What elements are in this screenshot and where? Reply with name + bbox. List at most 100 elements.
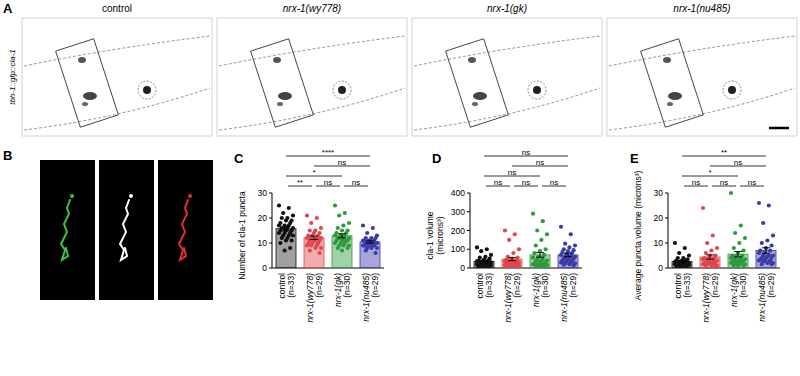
ring xyxy=(333,81,351,99)
point xyxy=(535,228,539,232)
axis-label: (microns³) xyxy=(435,216,445,254)
point xyxy=(687,253,691,257)
point xyxy=(511,251,515,255)
tick-label: 300 xyxy=(451,207,465,217)
error-bar xyxy=(508,258,516,261)
y-axis xyxy=(272,193,273,268)
squiggle xyxy=(120,200,129,260)
error-bar xyxy=(706,255,714,259)
point xyxy=(709,263,713,267)
point xyxy=(562,263,566,267)
blob xyxy=(468,57,476,63)
category-label: (n=30) xyxy=(342,273,352,298)
point xyxy=(336,246,340,250)
point xyxy=(278,241,282,245)
point xyxy=(767,203,771,207)
point xyxy=(489,253,493,257)
significance-label: **** xyxy=(322,148,334,157)
category-label: (n=29) xyxy=(710,273,720,298)
point xyxy=(733,231,737,235)
tick xyxy=(269,268,272,269)
axis-label: Average puncta volume (microns³) xyxy=(633,170,643,300)
point xyxy=(313,246,317,250)
blob xyxy=(83,92,97,100)
point xyxy=(567,245,571,249)
point xyxy=(538,264,542,268)
panel-letter: D xyxy=(432,151,441,166)
significance-label: * xyxy=(708,168,711,177)
point xyxy=(770,262,774,266)
significance-label: ** xyxy=(721,148,727,157)
image-frame xyxy=(40,160,95,300)
tick xyxy=(665,268,668,269)
error-bar xyxy=(564,253,572,256)
category-label: (n=29) xyxy=(568,273,578,298)
category-label: (n=33) xyxy=(484,273,494,298)
image-frame xyxy=(607,18,797,136)
tick xyxy=(467,249,470,250)
point xyxy=(683,246,687,250)
error-bar xyxy=(282,227,290,231)
micrograph xyxy=(607,18,797,136)
panel-letter: A xyxy=(3,1,13,16)
point xyxy=(305,243,309,247)
bar xyxy=(360,242,380,268)
point xyxy=(516,264,520,268)
error-bar xyxy=(536,253,544,258)
panel-letter: B xyxy=(3,148,12,163)
point xyxy=(485,247,489,251)
point xyxy=(674,264,678,268)
y-axis xyxy=(668,193,669,268)
plot-area xyxy=(672,191,776,268)
significance-label: ** xyxy=(297,178,303,187)
point xyxy=(701,206,705,210)
category-label: (n=29) xyxy=(314,273,324,298)
outline xyxy=(24,36,210,66)
point xyxy=(364,248,368,252)
point xyxy=(374,251,378,255)
point xyxy=(715,246,719,250)
point xyxy=(757,201,761,205)
point xyxy=(280,236,284,240)
outline xyxy=(219,36,405,66)
outline xyxy=(219,88,405,130)
point xyxy=(742,248,746,252)
point xyxy=(673,241,677,245)
point xyxy=(559,225,563,229)
blob xyxy=(273,57,281,63)
point xyxy=(757,251,761,255)
point xyxy=(347,221,351,225)
point xyxy=(486,264,490,268)
point xyxy=(309,221,313,225)
image-frame xyxy=(99,160,154,300)
point xyxy=(704,263,708,267)
point xyxy=(534,264,538,268)
blob xyxy=(472,102,478,106)
point xyxy=(341,243,345,247)
point xyxy=(771,233,775,237)
error-bar xyxy=(762,248,770,254)
tick-label: 10 xyxy=(654,238,664,248)
point xyxy=(369,246,373,250)
image-frame xyxy=(217,18,407,136)
point xyxy=(544,247,548,251)
significance-label: * xyxy=(312,168,315,177)
point xyxy=(567,262,571,266)
point xyxy=(341,223,345,227)
category-label: (n=30) xyxy=(738,273,748,298)
significance-label: ns xyxy=(494,178,502,187)
panel-letter: E xyxy=(630,151,639,166)
point xyxy=(290,238,294,242)
blob xyxy=(663,57,671,63)
point xyxy=(517,247,521,251)
point xyxy=(475,245,479,249)
image-frame xyxy=(22,18,212,136)
blob xyxy=(473,92,487,100)
significance-label: ns xyxy=(508,168,516,177)
outline xyxy=(414,88,600,130)
tick-label: 0 xyxy=(262,263,267,273)
point xyxy=(481,264,485,268)
point xyxy=(732,263,736,267)
point xyxy=(371,226,375,230)
point xyxy=(361,243,365,247)
